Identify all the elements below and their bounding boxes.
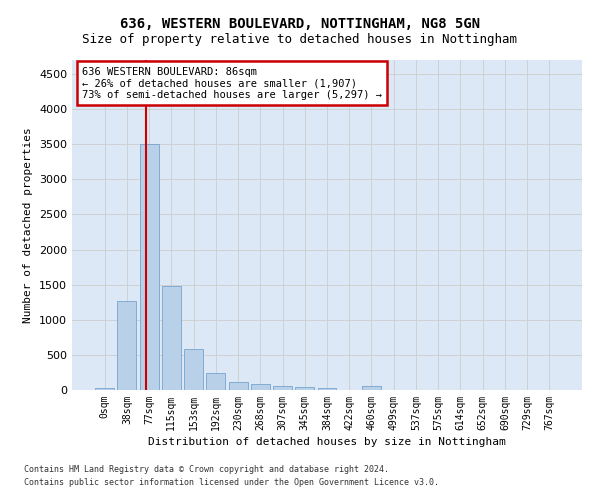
Bar (295, 387, 314, 390)
Text: Size of property relative to detached houses in Nottingham: Size of property relative to detached ho… (83, 32, 517, 46)
Bar (206, 373, 225, 390)
Text: Contains public sector information licensed under the Open Government Licence v3: Contains public sector information licen… (24, 478, 439, 487)
Text: 636 WESTERN BOULEVARD: 86sqm
← 26% of detached houses are smaller (1,907)
73% of: 636 WESTERN BOULEVARD: 86sqm ← 26% of de… (82, 66, 382, 100)
Bar (118, 301, 136, 390)
Bar (273, 386, 292, 390)
Text: 636, WESTERN BOULEVARD, NOTTINGHAM, NG8 5GN: 636, WESTERN BOULEVARD, NOTTINGHAM, NG8 … (120, 18, 480, 32)
Bar (95, 388, 114, 390)
Text: Contains HM Land Registry data © Crown copyright and database right 2024.: Contains HM Land Registry data © Crown c… (24, 466, 389, 474)
Bar (317, 388, 337, 390)
Bar (140, 144, 158, 390)
Bar (362, 386, 381, 390)
Bar (251, 384, 270, 390)
Y-axis label: Number of detached properties: Number of detached properties (23, 127, 34, 323)
Bar (162, 286, 181, 390)
X-axis label: Distribution of detached houses by size in Nottingham: Distribution of detached houses by size … (148, 437, 506, 447)
Bar (229, 382, 248, 390)
Bar (184, 350, 203, 390)
